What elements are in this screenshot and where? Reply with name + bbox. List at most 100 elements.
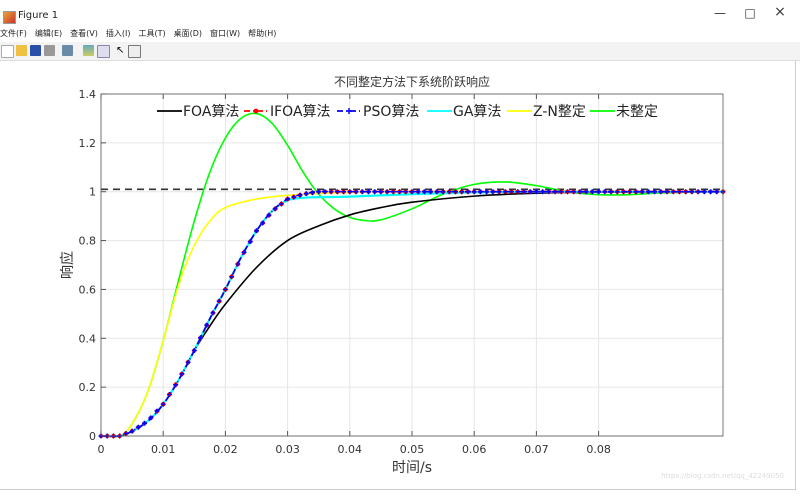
marker	[614, 189, 620, 195]
marker	[235, 261, 241, 267]
marker	[309, 190, 315, 196]
grid	[100, 93, 723, 437]
y-tick-label: 1.4	[79, 88, 97, 101]
marker	[285, 196, 291, 202]
marker	[652, 189, 658, 195]
marker	[272, 206, 278, 212]
x-axis-label: 时间/s	[392, 460, 432, 476]
marker	[347, 189, 353, 195]
marker	[645, 189, 651, 195]
marker	[676, 189, 682, 195]
y-tick-label: 0.6	[79, 283, 97, 296]
marker	[695, 189, 701, 195]
marker	[222, 286, 228, 292]
marker	[577, 189, 583, 195]
legend-marker	[346, 108, 352, 114]
colorbar-icon[interactable]	[83, 45, 94, 56]
y-axis-label: 响应	[59, 251, 76, 279]
marker	[154, 408, 160, 414]
minimize-button[interactable]: —	[714, 6, 726, 20]
figure-canvas	[0, 61, 796, 490]
legend-entry[interactable]: 未整定	[590, 104, 658, 120]
menu-desktop[interactable]: 桌面(D)	[173, 29, 203, 38]
marker	[714, 189, 720, 195]
menu-insert[interactable]: 插入(I)	[105, 29, 131, 38]
menu-tools[interactable]: 工具(T)	[138, 29, 166, 38]
legend-entry[interactable]: Z-N整定	[507, 104, 586, 120]
marker	[297, 192, 303, 198]
marker	[173, 382, 179, 388]
menu-view[interactable]: 查看(V)	[70, 29, 98, 38]
legend[interactable]: FOA算法 IFOA算法 PSO算法 GA算法 Z-N整定 未整定	[157, 104, 658, 120]
marker	[589, 189, 595, 195]
marker	[303, 191, 309, 197]
marker	[415, 189, 421, 195]
y-tick-label: 0.8	[79, 235, 97, 248]
marker	[465, 189, 471, 195]
marker	[166, 391, 172, 397]
marker	[546, 189, 552, 195]
legend-icon[interactable]	[97, 45, 110, 58]
legend-entry[interactable]: GA算法	[427, 104, 501, 120]
open-icon[interactable]	[16, 45, 27, 56]
marker	[471, 189, 477, 195]
marker	[639, 189, 645, 195]
marker	[353, 189, 359, 195]
legend-entry[interactable]: PSO算法	[337, 104, 419, 120]
axes-box	[100, 93, 724, 437]
legend-label: Z-N整定	[533, 104, 586, 120]
legend-label: 未整定	[616, 104, 658, 120]
x-tick-label: 0.06	[462, 443, 487, 456]
marker	[241, 249, 247, 255]
marker	[334, 189, 340, 195]
marker	[552, 189, 558, 195]
menu-window[interactable]: 窗口(W)	[210, 29, 241, 38]
marker	[627, 189, 633, 195]
marker	[440, 189, 446, 195]
close-button[interactable]: ×	[774, 4, 786, 20]
marker	[179, 371, 185, 377]
print-icon[interactable]	[44, 45, 55, 56]
y-tick-label: 0.2	[79, 381, 97, 394]
watermark: https://blog.csdn.net/qq_42249050	[661, 472, 784, 480]
marker	[390, 189, 396, 195]
marker	[540, 189, 546, 195]
marker	[602, 189, 608, 195]
marker	[496, 189, 502, 195]
save-icon[interactable]	[30, 45, 41, 56]
maximize-button[interactable]: □	[744, 6, 756, 20]
marker	[701, 189, 707, 195]
menu-edit[interactable]: 编辑(E)	[34, 29, 63, 38]
marker	[633, 189, 639, 195]
marker	[210, 310, 216, 316]
marker	[148, 415, 154, 421]
marker	[446, 189, 452, 195]
marker	[571, 189, 577, 195]
marker	[185, 359, 191, 365]
marker	[515, 189, 521, 195]
marker	[254, 228, 259, 234]
link-icon[interactable]	[62, 45, 73, 56]
legend-entry[interactable]: IFOA算法	[244, 104, 331, 120]
marker	[341, 189, 347, 195]
marker	[558, 189, 564, 195]
pointer-icon[interactable]: ↖	[116, 45, 125, 56]
marker	[142, 420, 148, 426]
new-icon[interactable]	[1, 45, 14, 58]
x-tick-label: 0.08	[586, 443, 611, 456]
menu-file[interactable]: 文件(F)	[0, 29, 27, 38]
menu-help[interactable]: 帮助(H)	[248, 29, 277, 38]
marker	[129, 428, 135, 434]
legend-label: PSO算法	[363, 104, 419, 120]
marker	[502, 189, 508, 195]
x-tick-label: 0.01	[151, 443, 176, 456]
y-tick-label: 0.4	[79, 332, 97, 345]
x-tick-label: 0.07	[524, 443, 549, 456]
legend-entry[interactable]: FOA算法	[157, 104, 239, 120]
marker	[328, 189, 334, 195]
y-tick-label: 0	[89, 430, 96, 443]
menu-bar: 文件(F) 编辑(E) 查看(V) 插入(I) 工具(T) 桌面(D) 窗口(W) 帮助(H)	[0, 28, 800, 42]
property-editor-icon[interactable]	[128, 45, 141, 58]
marker	[509, 189, 515, 195]
marker	[484, 189, 490, 195]
